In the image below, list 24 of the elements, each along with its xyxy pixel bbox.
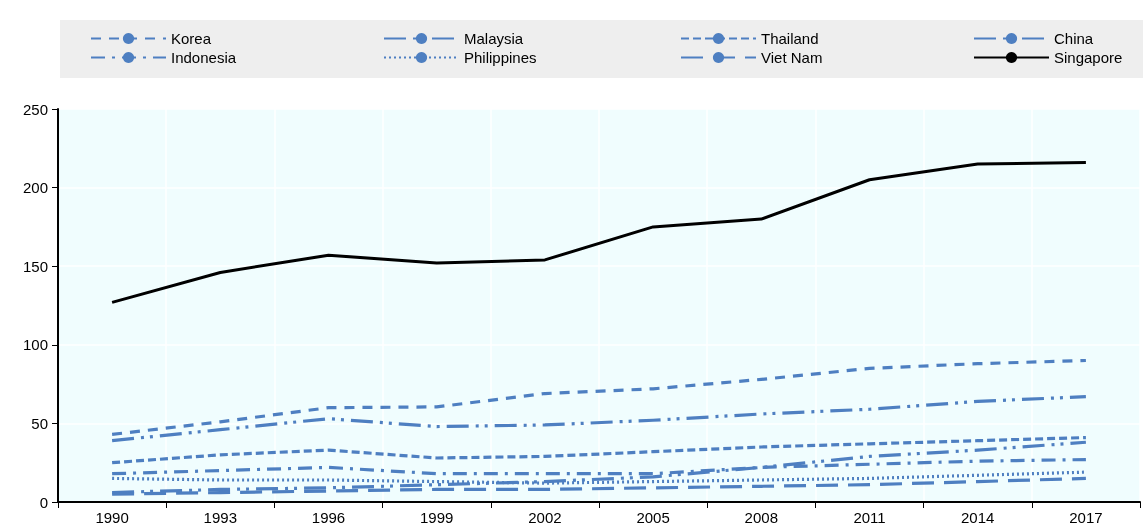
x-tick-label: 2002 — [528, 509, 562, 526]
x-tick-label: 2008 — [744, 509, 778, 526]
legend-label: Viet Nam — [761, 49, 823, 66]
x-tick-label: 2017 — [1069, 509, 1103, 526]
x-tick-label: 2014 — [961, 509, 995, 526]
legend-label: Singapore — [1054, 49, 1123, 66]
legend-label: Korea — [171, 30, 212, 47]
y-tick-label: 250 — [22, 100, 48, 118]
y-tick-label: 0 — [39, 493, 48, 511]
x-tick-label: 1990 — [95, 509, 129, 526]
x-tick-label: 2005 — [636, 509, 670, 526]
x-tick-label: 2011 — [853, 509, 886, 526]
y-tick-label: 150 — [22, 257, 48, 275]
x-tick-label: 1993 — [203, 509, 237, 526]
x-tick-label: 1996 — [311, 509, 346, 526]
legend-label: Philippines — [464, 49, 537, 66]
legend-label: Indonesia — [171, 49, 237, 66]
legend-label: Malaysia — [464, 30, 524, 47]
y-tick-label: 50 — [31, 414, 48, 432]
x-tick-label: 1999 — [420, 509, 454, 526]
y-tick-label: 200 — [22, 179, 48, 197]
y-tick-label: 100 — [22, 336, 48, 354]
legend-label: China — [1054, 30, 1094, 47]
legend-label: Thailand — [761, 30, 819, 47]
